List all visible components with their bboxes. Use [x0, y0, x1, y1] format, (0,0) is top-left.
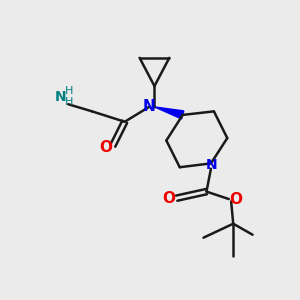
- Text: N: N: [55, 89, 67, 103]
- Text: H: H: [65, 97, 73, 107]
- Text: O: O: [99, 140, 112, 154]
- Text: O: O: [162, 191, 175, 206]
- Text: O: O: [230, 191, 243, 206]
- Polygon shape: [154, 107, 184, 119]
- Text: N: N: [206, 158, 217, 172]
- Text: N: N: [143, 99, 155, 114]
- Text: H: H: [65, 86, 73, 96]
